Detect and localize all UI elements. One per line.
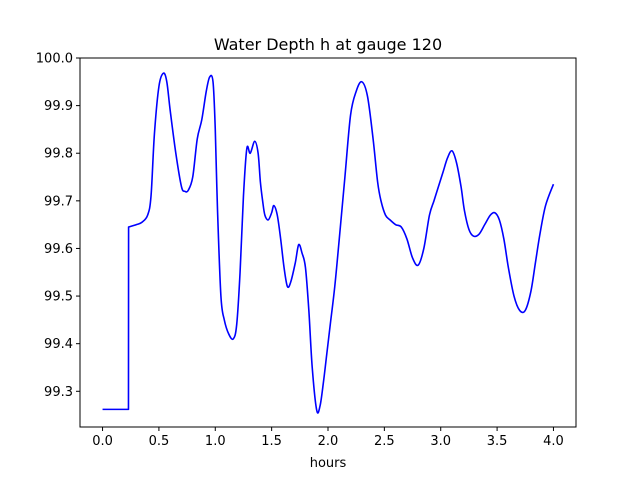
- y-tick-label: 99.4: [44, 337, 73, 352]
- y-tick-label: 100.0: [36, 52, 73, 67]
- y-tick-label: 99.8: [44, 147, 73, 162]
- series-layer: [102, 72, 555, 414]
- y-tick-label: 99.9: [44, 99, 73, 114]
- y-tick-label: 99.6: [44, 242, 73, 257]
- series-line: [102, 72, 555, 414]
- x-tick-label: 0.5: [149, 434, 170, 449]
- x-tick-label: 0.0: [92, 434, 113, 449]
- x-tick-label: 1.0: [205, 434, 226, 449]
- x-tick-label: 2.0: [318, 434, 339, 449]
- y-tick-label: 99.5: [44, 290, 73, 305]
- x-tick-label: 2.5: [374, 434, 395, 449]
- x-axis-label: hours: [310, 456, 347, 471]
- plot-frame: [79, 57, 577, 428]
- plot-area: [80, 58, 576, 427]
- x-tick-label: 3.0: [430, 434, 451, 449]
- ticks-layer: 0.0 0.5 1.0 1.5 2.0 2.5 3.0 3.5 4.0 99.3 99.4 99.5 9…: [36, 52, 564, 450]
- y-tick-label: 99.3: [44, 385, 73, 400]
- x-tick-label: 1.5: [261, 434, 282, 449]
- y-tick-label: 99.7: [44, 194, 73, 209]
- x-tick-label: 3.5: [487, 434, 508, 449]
- chart-title: Water Depth h at gauge 120: [214, 35, 442, 54]
- x-tick-label: 4.0: [543, 434, 564, 449]
